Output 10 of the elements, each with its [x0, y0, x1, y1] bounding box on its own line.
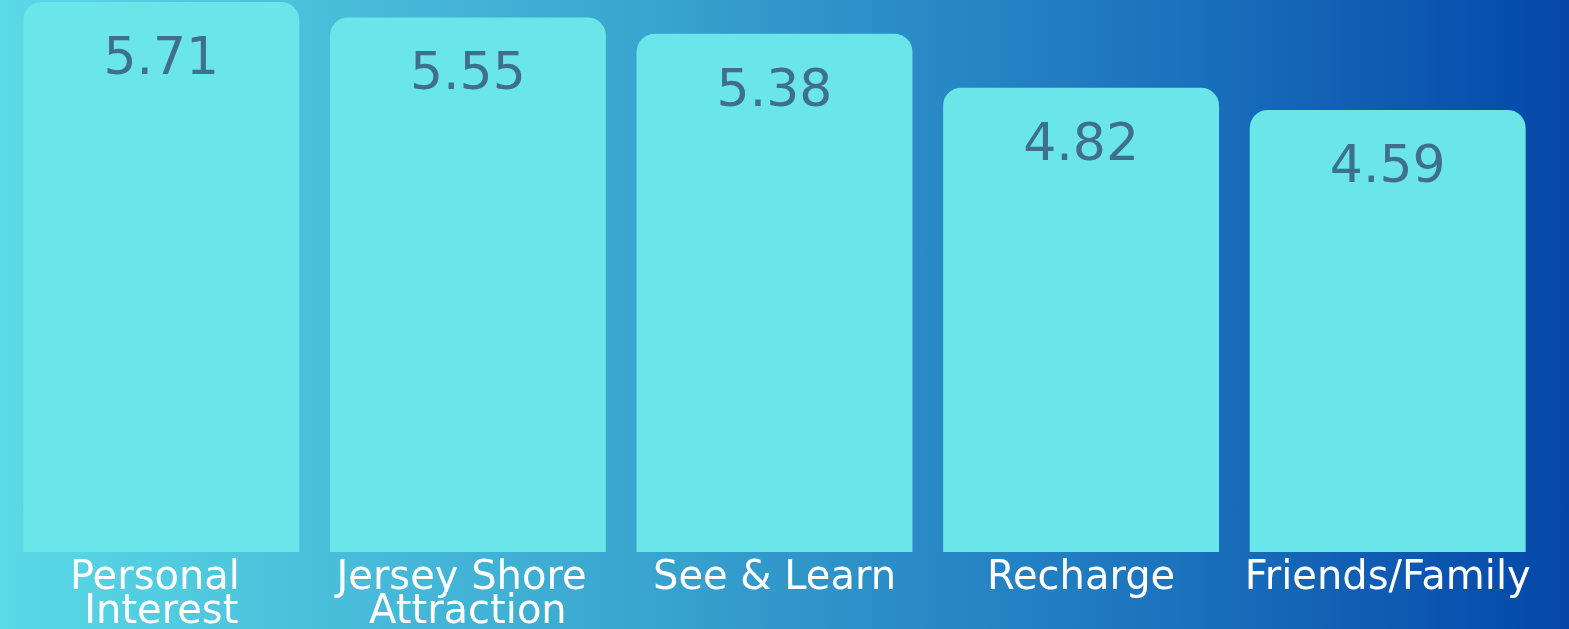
x-tick-label: Jersey Shore Attraction	[333, 552, 600, 629]
data-label: 4.82	[1023, 111, 1139, 172]
x-tick-label: See & Learn	[652, 552, 897, 598]
data-label: 5.71	[103, 26, 220, 86]
data-label: 5.38	[716, 57, 833, 118]
data-label: 4.59	[1329, 133, 1446, 194]
x-tick-label: Personal Interest	[69, 552, 253, 629]
data-label: 5.55	[410, 41, 526, 102]
x-tick-label: Friends/Family	[1244, 552, 1531, 598]
x-tick-label: Recharge	[987, 552, 1176, 598]
